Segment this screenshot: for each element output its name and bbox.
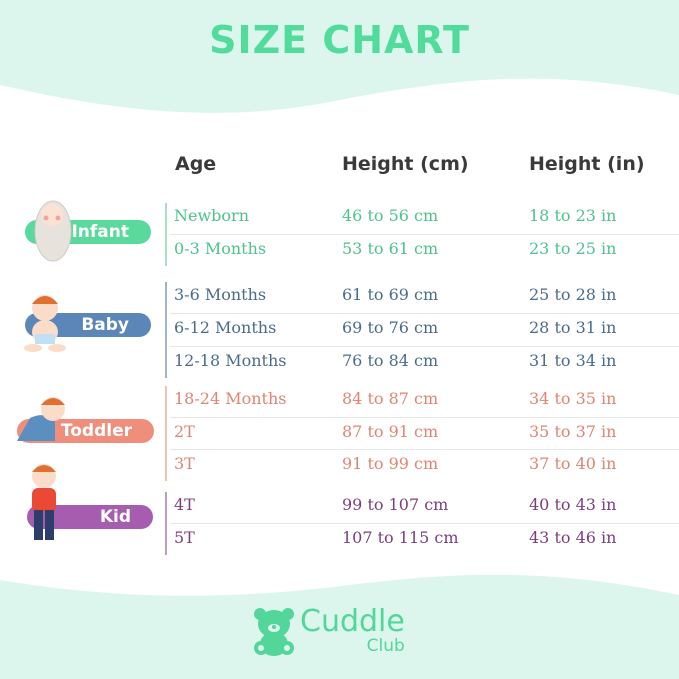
header-height-in: Height (in) [529,153,645,175]
group-divider [165,282,167,378]
logo-cuddle: Cuddle [300,604,405,639]
cell-in: 31 to 34 in [529,351,617,370]
cell-cm: 87 to 91 cm [342,422,439,441]
row-divider [170,234,679,235]
cell-age: 12-18 Months [174,351,287,370]
cell-age: 4T [174,495,195,514]
cell-cm: 99 to 107 cm [342,495,449,514]
cell-cm: 69 to 76 cm [342,318,439,337]
cell-cm: 84 to 87 cm [342,389,439,408]
row-divider [170,523,679,524]
page-title: SIZE CHART [209,18,470,62]
group-label: Baby [81,315,129,335]
cell-cm: 107 to 115 cm [342,528,459,547]
cell-cm: 61 to 69 cm [342,285,439,304]
toddler-illustration [17,397,65,441]
logo-club: Club [366,636,405,656]
cell-in: 25 to 28 in [529,285,617,304]
group-label: Kid [99,507,131,527]
cell-in: 34 to 35 in [529,389,617,408]
cell-age: 5T [174,528,195,547]
cell-cm: 91 to 99 cm [342,454,439,473]
cell-age: 6-12 Months [174,318,277,337]
group-label: Infant [71,222,129,242]
kid-illustration [32,464,56,540]
cell-cm: 53 to 61 cm [342,239,439,258]
cell-in: 40 to 43 in [529,495,617,514]
cell-in: 28 to 31 in [529,318,617,337]
cell-in: 35 to 37 in [529,422,617,441]
cell-age: 3-6 Months [174,285,267,304]
cell-age: Newborn [174,206,249,225]
row-divider [170,346,679,347]
row-divider [170,313,679,314]
cell-age: 3T [174,454,195,473]
cell-cm: 46 to 56 cm [342,206,439,225]
group-divider [165,386,167,481]
cell-age: 2T [174,422,195,441]
cell-in: 37 to 40 in [529,454,617,473]
infant-illustration [34,200,72,262]
cell-age: 0-3 Months [174,239,267,258]
cuddle-club-logo: Cuddle Club [252,606,405,656]
cell-in: 18 to 23 in [529,206,617,225]
group-label: Toddler [60,421,132,441]
header-age: Age [175,153,217,175]
cell-cm: 76 to 84 cm [342,351,439,370]
cell-in: 43 to 46 in [529,528,617,547]
row-divider [170,417,679,418]
group-divider [165,203,167,266]
group-divider [165,492,167,555]
teddy-bear-icon [254,608,294,656]
cell-in: 23 to 25 in [529,239,617,258]
header-height-cm: Height (cm) [342,153,469,175]
cell-age: 18-24 Months [174,389,287,408]
baby-illustration [24,295,66,352]
row-divider [170,449,679,450]
